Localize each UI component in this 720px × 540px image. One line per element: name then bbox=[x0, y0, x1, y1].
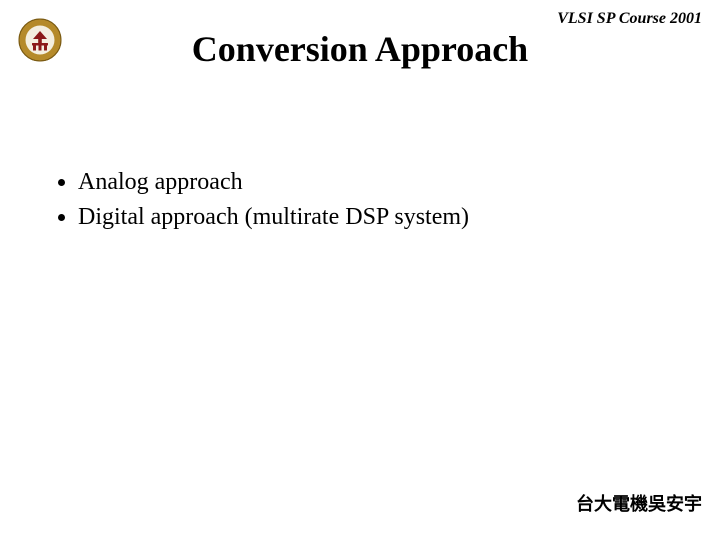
course-header: VLSI SP Course 2001 bbox=[557, 10, 702, 28]
slide: VLSI SP Course 2001 Conversion Approach … bbox=[0, 0, 720, 540]
slide-title: Conversion Approach bbox=[0, 28, 720, 70]
bullet-list: Analog approach Digital approach (multir… bbox=[50, 165, 469, 235]
list-item: Digital approach (multirate DSP system) bbox=[78, 200, 469, 235]
list-item: Analog approach bbox=[78, 165, 469, 200]
footer-author: 台大電機吳安宇 bbox=[576, 490, 702, 516]
